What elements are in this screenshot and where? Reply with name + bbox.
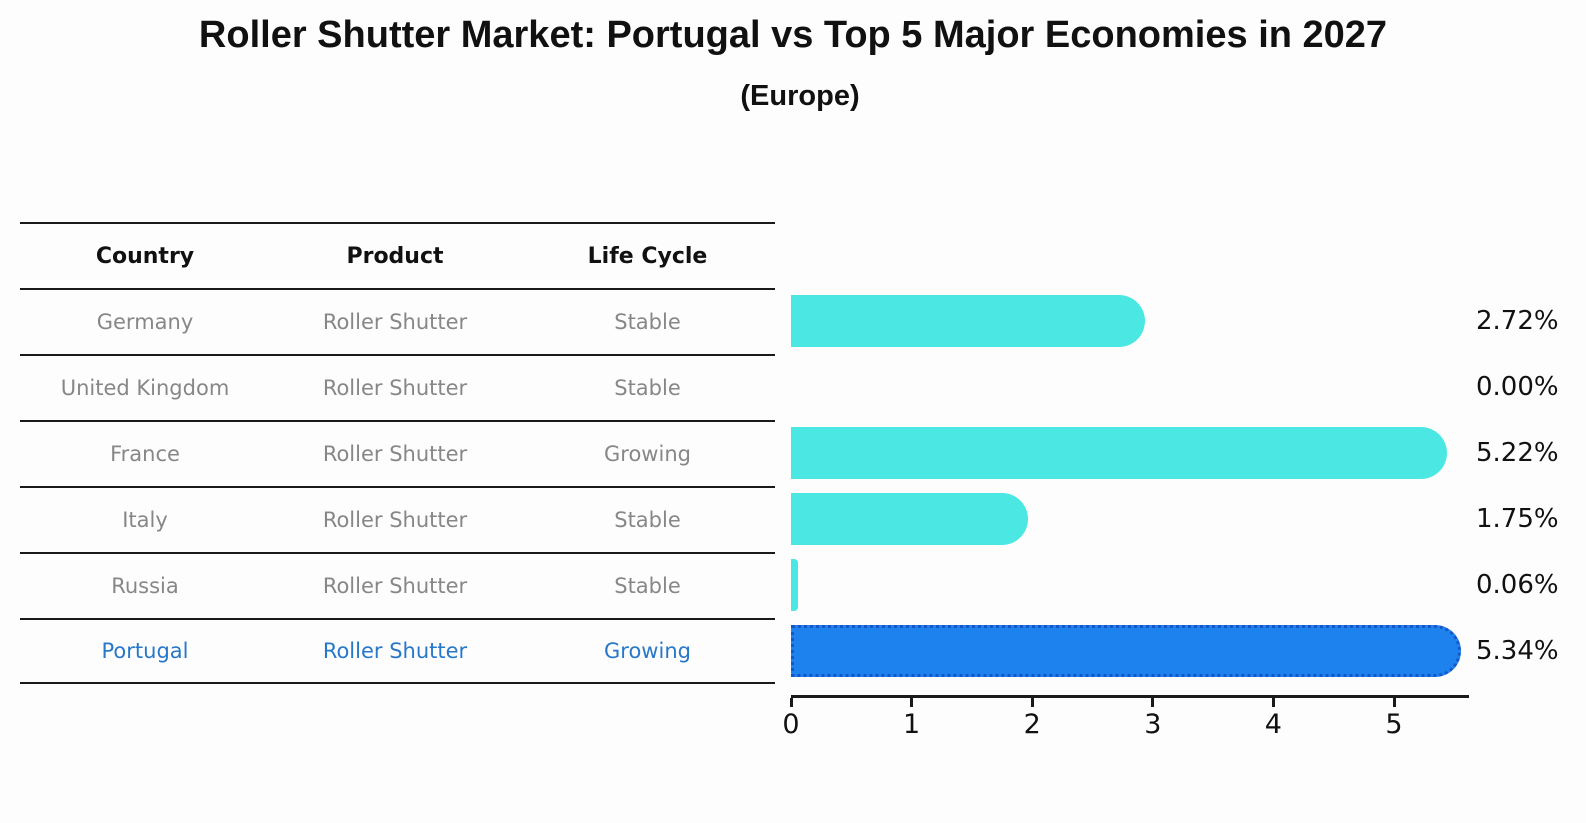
x-tick-label: 1 <box>903 709 921 740</box>
x-tick-label: 4 <box>1264 709 1282 740</box>
table-row: Germany Roller Shutter Stable <box>20 288 775 354</box>
table-cell-country: Russia <box>111 574 179 598</box>
value-label: 5.34% <box>1476 636 1559 666</box>
x-tick <box>1271 698 1275 707</box>
bar-france <box>791 427 1447 479</box>
table-cell-country: Italy <box>122 508 168 532</box>
x-tick <box>910 698 914 707</box>
value-label: 2.72% <box>1476 306 1559 336</box>
table-cell-life-cycle: Growing <box>604 442 691 466</box>
chart-title: Roller Shutter Market: Portugal vs Top 5… <box>198 14 1388 56</box>
x-tick-label: 0 <box>782 709 800 740</box>
table-cell-product: Roller Shutter <box>322 639 468 663</box>
value-label: 5.22% <box>1476 438 1559 468</box>
table-cell-life-cycle: Growing <box>604 639 691 663</box>
bar-russia <box>791 559 799 611</box>
table-cell-country: France <box>110 442 180 466</box>
value-label: 0.06% <box>1476 570 1559 600</box>
table-cell-product: Roller Shutter <box>322 574 468 598</box>
table-cell-life-cycle: Stable <box>614 574 681 598</box>
chart-subtitle: (Europe) <box>740 80 860 112</box>
value-label: 0.00% <box>1476 372 1559 402</box>
table-cell-product: Roller Shutter <box>322 310 468 334</box>
table-cell-life-cycle: Stable <box>614 508 681 532</box>
table-row: France Roller Shutter Growing <box>20 420 775 486</box>
table-header-cell: Product <box>346 243 444 269</box>
x-tick <box>1030 698 1034 707</box>
value-label: 1.75% <box>1476 504 1559 534</box>
table-cell-product: Roller Shutter <box>322 508 468 532</box>
x-tick <box>1151 698 1155 707</box>
bar-portugal <box>791 625 1461 677</box>
x-axis-line <box>791 695 1469 698</box>
x-tick-label: 3 <box>1144 709 1162 740</box>
table-row: Portugal Roller Shutter Growing <box>20 618 775 684</box>
country-table: Country Product Life Cycle Germany Roller Sh… <box>20 222 775 684</box>
bar-germany <box>791 295 1145 347</box>
table-row: Russia Roller Shutter Stable <box>20 552 775 618</box>
x-tick <box>789 698 793 707</box>
table-header-row: Country Product Life Cycle <box>20 222 775 288</box>
table-cell-country: United Kingdom <box>60 376 230 400</box>
table-cell-country: Portugal <box>101 639 189 663</box>
x-tick <box>1392 698 1396 707</box>
table-cell-life-cycle: Stable <box>614 310 681 334</box>
bar-italy <box>791 493 1028 545</box>
table-cell-country: Germany <box>96 310 194 334</box>
table-row: Italy Roller Shutter Stable <box>20 486 775 552</box>
x-tick-label: 2 <box>1023 709 1041 740</box>
table-header-cell: Life Cycle <box>587 243 708 269</box>
table-header-cell: Country <box>95 243 195 269</box>
x-tick-label: 5 <box>1385 709 1403 740</box>
table-cell-product: Roller Shutter <box>322 442 468 466</box>
table-cell-product: Roller Shutter <box>322 376 468 400</box>
table-cell-life-cycle: Stable <box>614 376 681 400</box>
table-row: United Kingdom Roller Shutter Stable <box>20 354 775 420</box>
